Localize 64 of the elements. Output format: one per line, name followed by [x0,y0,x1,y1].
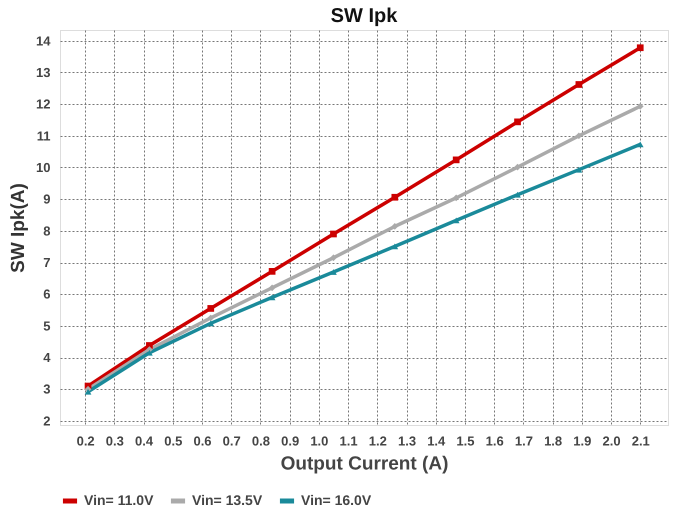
y-tick-label: 11 [36,128,50,144]
x-tick-label: 0.2 [76,434,95,448]
x-tick-label: 1.9 [573,434,592,448]
legend-label: Vin= 11.0V [84,492,154,508]
point [391,243,398,250]
y-tick-label: 9 [43,192,50,207]
point [636,141,644,148]
point [84,388,92,395]
legend-label: Vin= 13.5V [192,492,263,508]
y-tick-label: 8 [43,223,50,238]
point [268,284,276,292]
y-tick-label: 3 [43,382,50,397]
x-tick-label: 2.1 [632,434,650,448]
point [391,194,398,201]
x-tick-label: 1.0 [310,434,328,448]
point [207,305,214,312]
x-tick-label: 0.7 [222,434,241,448]
point [636,102,644,110]
point [514,164,521,171]
x-tick-label: 0.5 [164,434,182,448]
point [391,223,398,230]
y-tick-label: 7 [43,255,50,270]
point [576,132,582,140]
x-tick-label: 1.6 [486,434,504,448]
y-tick-label: 2 [43,413,50,428]
y-tick-label: 14 [36,33,52,48]
point [514,192,521,198]
point [268,268,276,275]
y-axis-title: SW Ipk(A) [8,183,30,273]
x-tick-label: 1.5 [456,434,474,448]
legend-label: Vin= 16.0V [301,492,372,508]
point [452,217,460,224]
point [576,166,582,173]
point [452,194,460,202]
x-tick-label: 1.3 [398,434,416,448]
x-tick-label: 1.4 [427,434,446,448]
y-tick-label: 12 [36,96,50,112]
point [207,314,214,322]
x-axis-title: Output Current (A) [280,454,448,474]
point [452,156,460,164]
x-tick-label: 0.9 [281,434,300,448]
x-tick-label: 1.8 [544,434,562,448]
y-tick-label: 5 [43,318,50,334]
chart-title: SW Ipk [330,5,398,27]
point [576,81,582,88]
y-tick-label: 6 [43,286,50,302]
point [207,320,214,326]
x-tick-label: 0.4 [135,434,154,448]
x-tick-label: 0.8 [252,434,270,448]
x-tick-label: 0.6 [193,434,212,448]
point [330,230,337,238]
x-tick-label: 2.0 [602,434,621,448]
point [514,118,521,126]
point [330,269,337,275]
x-tick-label: 1.2 [368,434,387,448]
x-tick-label: 1.1 [340,434,358,448]
y-tick-label: 10 [36,160,50,175]
point [636,44,644,52]
x-tick-label: 0.3 [106,434,124,448]
point [268,294,276,300]
y-tick-label: 4 [43,350,52,366]
x-tick-label: 1.7 [514,434,533,448]
point [330,254,337,262]
y-tick-label: 13 [36,64,50,80]
